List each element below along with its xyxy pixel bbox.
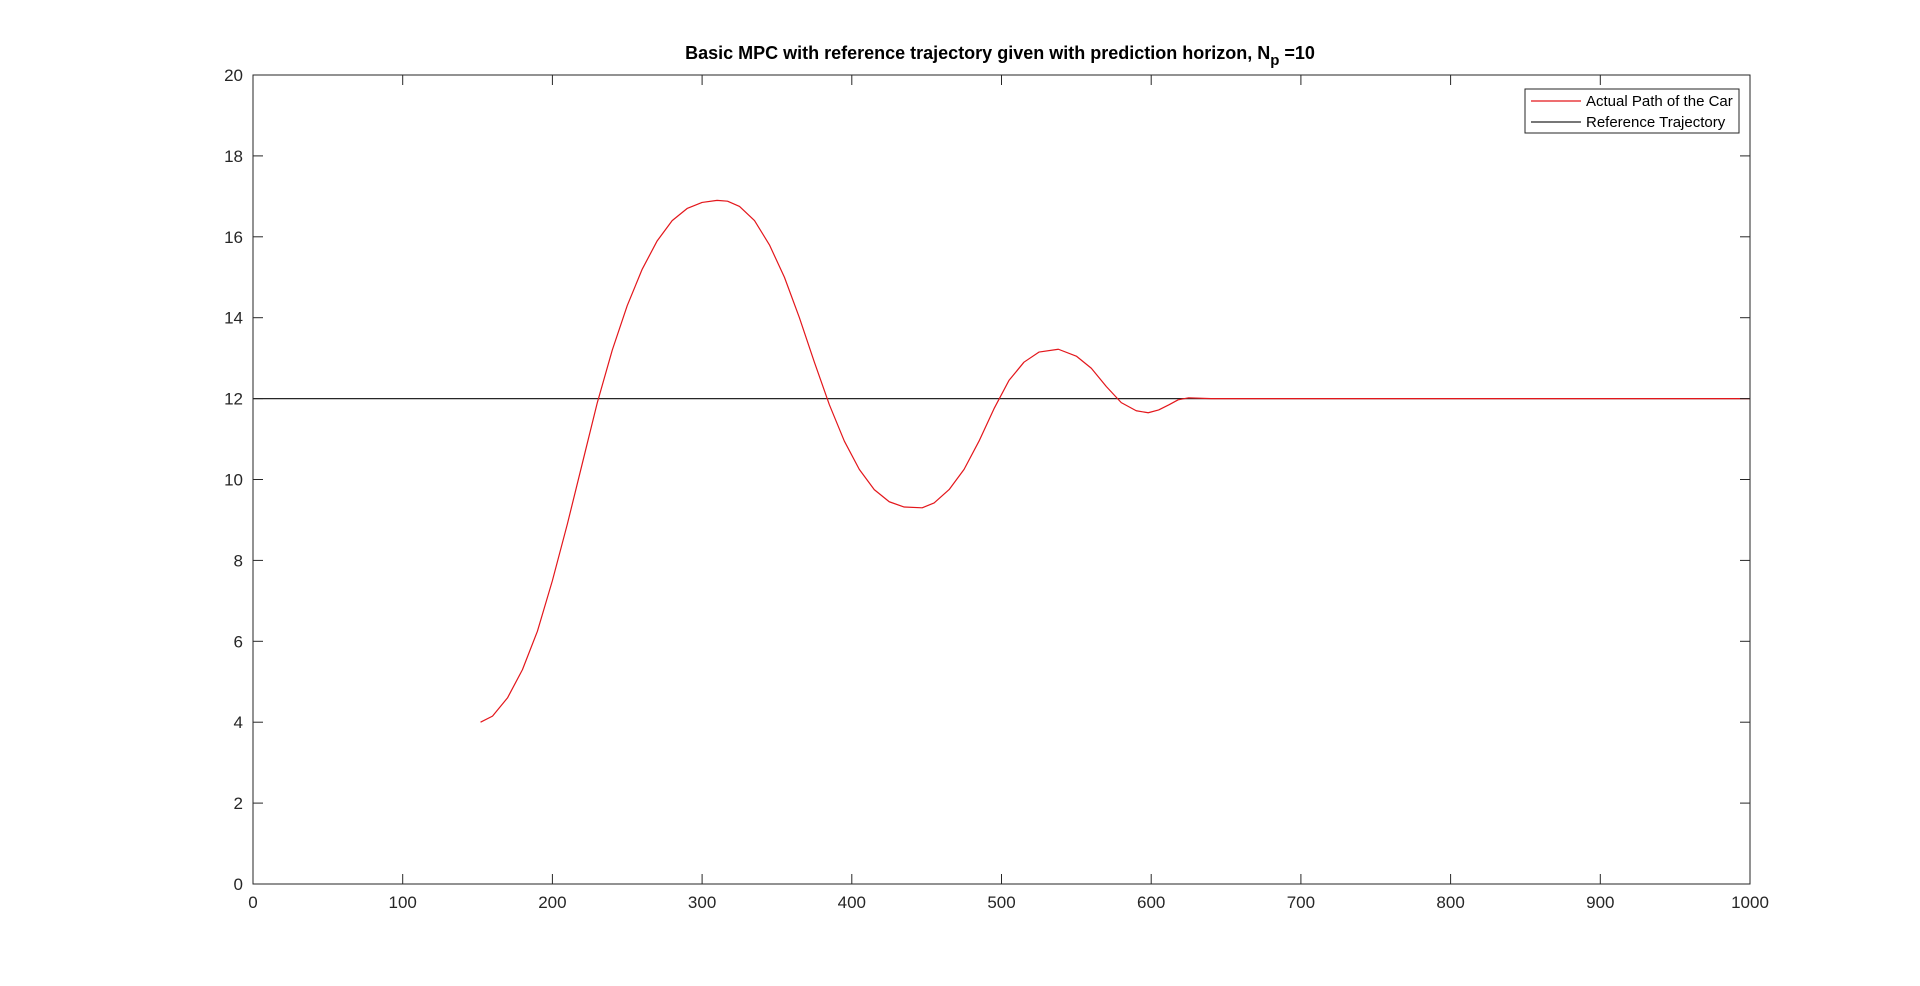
y-tick-label: 8	[234, 551, 243, 570]
y-tick-label: 12	[224, 390, 243, 409]
legend-box	[1524, 88, 1740, 134]
x-tick-label: 600	[1137, 893, 1165, 912]
y-tick-label: 2	[234, 794, 243, 813]
ticks-layer: 0 100 200 300 400 500 600 700 800 900 1000 0 2 4 6 8 10 1…	[224, 66, 1769, 912]
series-layer	[253, 199, 1750, 723]
x-tick-label: 200	[538, 893, 566, 912]
legend-label-reference: Reference Trajectory	[1586, 114, 1726, 131]
x-tick-label: 1000	[1731, 893, 1769, 912]
y-tick-label: 16	[224, 228, 243, 247]
x-tick-label: 400	[838, 893, 866, 912]
series-line-actual-path-of-the-car	[480, 199, 1750, 723]
x-tick-label: 300	[688, 893, 716, 912]
x-tick-label: 900	[1586, 893, 1614, 912]
legend: Actual Path of the Car Reference Traject…	[1524, 88, 1740, 134]
chart-title-subscript: p	[1270, 52, 1279, 69]
x-tick-label: 100	[389, 893, 417, 912]
x-tick-label: 700	[1287, 893, 1315, 912]
y-tick-label: 4	[234, 713, 243, 732]
chart-title-suffix: =10	[1279, 43, 1315, 63]
y-tick-label: 6	[234, 632, 243, 651]
x-tick-label: 0	[248, 893, 257, 912]
x-tick-label: 800	[1436, 893, 1464, 912]
y-tick-label: 18	[224, 147, 243, 166]
axes-box	[252, 74, 1751, 885]
y-tick-label: 0	[234, 875, 243, 894]
legend-label-actual-path: Actual Path of the Car	[1586, 93, 1733, 110]
y-tick-label: 14	[224, 309, 243, 328]
chart-title: Basic MPC with reference trajectory give…	[685, 43, 1315, 69]
y-tick-label: 10	[224, 471, 243, 490]
plot-area: 0 100 200 300 400 500 600 700 800 900 1000 0 2 4 6 8 10 1…	[224, 66, 1769, 912]
x-tick-label: 500	[987, 893, 1015, 912]
chart-title-main: Basic MPC with reference trajectory give…	[685, 43, 1270, 63]
axes-background	[253, 75, 1750, 884]
y-tick-label: 20	[224, 66, 243, 85]
